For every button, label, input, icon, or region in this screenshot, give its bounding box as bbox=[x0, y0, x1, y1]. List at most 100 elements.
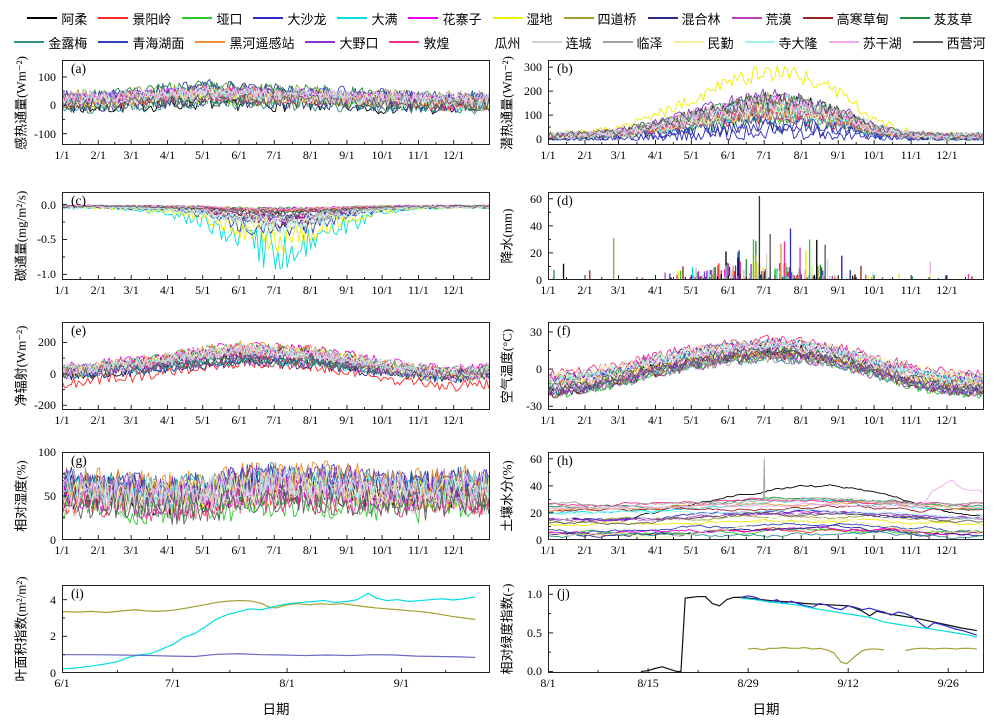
legend-line-swatch bbox=[337, 17, 368, 19]
x-tick-label: 12/1 bbox=[936, 413, 958, 427]
legend-line-swatch bbox=[731, 17, 762, 19]
legend-label: 湿地 bbox=[526, 11, 553, 27]
x-tick-label: 8/1 bbox=[793, 413, 809, 427]
legend-line-swatch bbox=[460, 41, 491, 43]
y-tick-label: 0 bbox=[50, 533, 56, 547]
legend-label: 大野口 bbox=[339, 35, 379, 51]
plot-canvas-e bbox=[62, 322, 490, 410]
x-tick-label: 8/1 bbox=[302, 148, 319, 162]
x-tick-label: 2/1 bbox=[90, 543, 107, 557]
x-tick-label: 6/1 bbox=[231, 283, 247, 297]
x-tick-label: 4/1 bbox=[647, 148, 664, 162]
legend-label: 景阳岭 bbox=[132, 11, 172, 27]
legend-label: 黑河遥感站 bbox=[229, 35, 295, 51]
x-tick-label: 1/1 bbox=[54, 148, 70, 162]
legend-item-临泽: 临泽 bbox=[602, 33, 663, 52]
x-tick-label: 9/26 bbox=[937, 676, 959, 690]
x-tick-label: 5/1 bbox=[683, 543, 699, 557]
legend-item-湿地: 湿地 bbox=[492, 9, 553, 28]
y-tick-label: -100 bbox=[34, 126, 56, 141]
y-tick-label: 2 bbox=[50, 629, 56, 644]
x-tick-label: 5/1 bbox=[683, 148, 699, 162]
y-tick-label: 100 bbox=[38, 70, 56, 84]
legend-label: 垭口 bbox=[216, 11, 243, 27]
legend-line-swatch bbox=[828, 41, 859, 43]
y-tick-label: 40 bbox=[530, 478, 542, 493]
y-tick-label: 0 bbox=[50, 666, 56, 680]
x-tick-label: 7/1 bbox=[266, 148, 282, 162]
legend-label: 高寒草甸 bbox=[836, 11, 889, 27]
panel-letter-h: (h) bbox=[557, 453, 573, 468]
x-tick-label: 4/1 bbox=[159, 413, 176, 427]
x-tick-label: 9/1 bbox=[830, 413, 846, 427]
y-tick-label: 20 bbox=[530, 245, 542, 260]
x-tick-label: 5/1 bbox=[683, 283, 699, 297]
x-tick-label: 2/1 bbox=[577, 543, 593, 557]
x-tick-label: 5/1 bbox=[683, 413, 699, 427]
legend-line-swatch bbox=[673, 41, 704, 43]
plot-canvas-g bbox=[62, 452, 490, 540]
plot-canvas-i bbox=[62, 585, 490, 673]
x-tick-label: 2/1 bbox=[90, 413, 107, 427]
legend-label: 混合林 bbox=[681, 11, 721, 27]
y-tick-label: 0.0 bbox=[41, 197, 56, 212]
x-tick-label: 12/1 bbox=[442, 283, 465, 297]
legend-line-swatch bbox=[98, 41, 129, 43]
legend-line-swatch bbox=[14, 41, 45, 43]
y-tick-label: 40 bbox=[530, 218, 542, 233]
legend-item-敦煌: 敦煌 bbox=[389, 33, 449, 52]
x-tick-label: 3/1 bbox=[610, 413, 627, 427]
panel-letter-e: (e) bbox=[71, 323, 86, 338]
y-tick-label: 100 bbox=[524, 108, 542, 123]
legend-item-西营河: 西营河 bbox=[912, 33, 986, 52]
plot-canvas-h bbox=[548, 452, 984, 540]
x-tick-label: 1/1 bbox=[540, 283, 556, 297]
x-tick-label: 5/1 bbox=[195, 148, 211, 162]
legend-item-混合林: 混合林 bbox=[647, 9, 721, 28]
plot-canvas-a bbox=[62, 60, 490, 145]
legend-line-swatch bbox=[195, 41, 226, 43]
x-tick-label: 8/1 bbox=[302, 543, 319, 557]
legend-label: 大沙龙 bbox=[287, 11, 327, 27]
y-tick-label: -30 bbox=[526, 399, 542, 414]
y-tick-label: 0 bbox=[536, 273, 542, 287]
legend-row-1: 阿柔 景阳岭 垭口 大沙龙 大满 花寨子 湿地 四道桥 混合林 荒漠 高寒草甸 芨芨草 bbox=[0, 6, 1000, 30]
x-tick-label: 10/1 bbox=[863, 283, 885, 297]
x-tick-label: 4/1 bbox=[647, 283, 664, 297]
x-tick-label: 9/1 bbox=[339, 543, 355, 557]
plot-canvas-b bbox=[548, 60, 984, 145]
x-tick-label: 4/1 bbox=[647, 413, 664, 427]
x-tick-label: 9/12 bbox=[837, 676, 859, 690]
legend-line-swatch bbox=[408, 17, 439, 19]
x-tick-label: 6/1 bbox=[720, 543, 737, 557]
legend-line-swatch bbox=[912, 41, 943, 43]
y-tick-label: 0 bbox=[536, 362, 542, 377]
y-tick-label: 0 bbox=[536, 533, 542, 547]
x-tick-label: 9/1 bbox=[339, 148, 355, 162]
x-tick-label: 9/1 bbox=[393, 676, 410, 690]
legend-item-荒漠: 荒漠 bbox=[731, 9, 792, 28]
plot-canvas-j bbox=[548, 585, 984, 673]
y-tick-label: 0 bbox=[536, 132, 542, 146]
legend-item-芨芨草: 芨芨草 bbox=[899, 9, 973, 28]
x-tick-label: 7/1 bbox=[266, 543, 282, 557]
legend-line-swatch bbox=[182, 17, 213, 19]
x-tick-label: 5/1 bbox=[195, 543, 211, 557]
x-tick-label: 6/1 bbox=[231, 148, 247, 162]
panel-letter-j: (j) bbox=[557, 586, 570, 601]
x-tick-label: 12/1 bbox=[442, 413, 465, 427]
x-tick-label: 7/1 bbox=[266, 283, 282, 297]
x-tick-label: 1/1 bbox=[540, 148, 556, 162]
x-tick-label: 3/1 bbox=[123, 543, 139, 557]
x-tick-label: 8/1 bbox=[793, 543, 809, 557]
y-tick-label: 60 bbox=[530, 191, 542, 206]
panel-letter-g: (g) bbox=[71, 453, 87, 468]
legend-line-swatch bbox=[531, 41, 562, 43]
x-tick-label: 5/1 bbox=[195, 283, 211, 297]
x-tick-label: 11/1 bbox=[408, 283, 429, 297]
x-tick-label: 10/1 bbox=[371, 543, 393, 557]
x-tick-label: 11/1 bbox=[408, 148, 429, 162]
y-tick-label: 60 bbox=[530, 451, 542, 466]
y-tick-label: 30 bbox=[530, 324, 542, 339]
x-tick-label: 9/1 bbox=[830, 283, 846, 297]
